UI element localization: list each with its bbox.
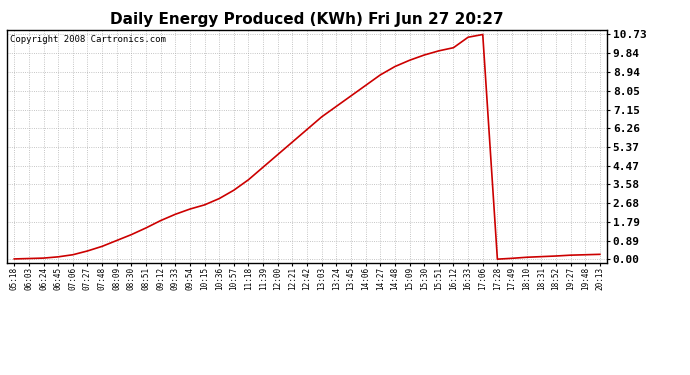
Title: Daily Energy Produced (KWh) Fri Jun 27 20:27: Daily Energy Produced (KWh) Fri Jun 27 2…: [110, 12, 504, 27]
Text: Copyright 2008 Cartronics.com: Copyright 2008 Cartronics.com: [10, 34, 166, 44]
